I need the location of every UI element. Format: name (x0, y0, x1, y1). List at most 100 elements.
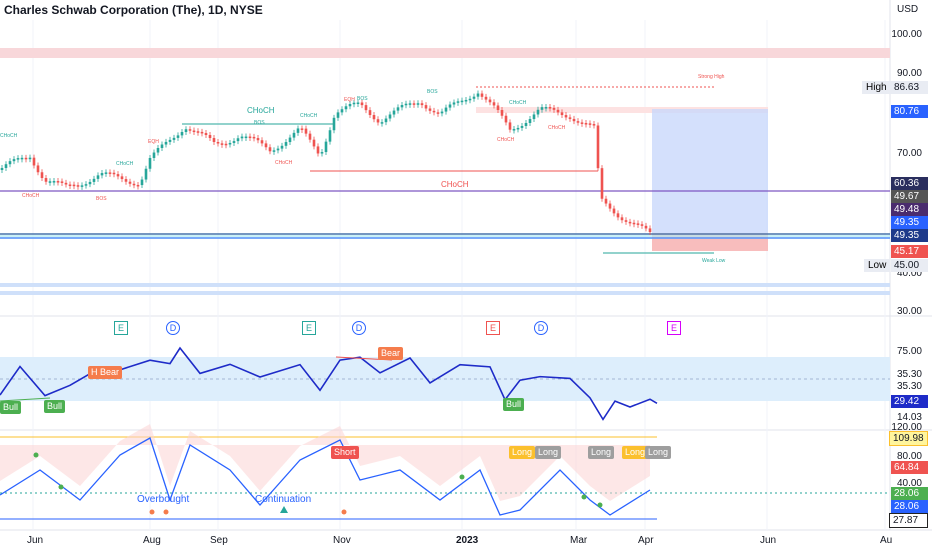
dividend-event-icon[interactable]: D (352, 321, 366, 335)
candle-body (52, 181, 56, 183)
short-signal-tag[interactable]: Short (331, 446, 359, 459)
candle-body (352, 102, 356, 105)
candle-body (416, 103, 420, 105)
candle-body (620, 217, 624, 221)
strong-high-label: Strong High (698, 74, 725, 80)
price-tick: 40.00 (896, 268, 922, 279)
candle-body (444, 107, 448, 112)
osc-dot-marker (33, 452, 39, 458)
osc-dot-marker (581, 494, 587, 500)
candle-body (508, 122, 512, 130)
candle-body (124, 179, 128, 182)
candle-body (348, 104, 352, 107)
candle-body (68, 184, 72, 187)
candle-body (208, 135, 212, 139)
price-box: 49.67 (891, 190, 928, 203)
earnings-event-icon[interactable]: E (114, 321, 128, 335)
candle-body (116, 174, 120, 177)
long-signal-tag[interactable]: Long (588, 446, 615, 459)
candle-body (540, 107, 544, 110)
currency-label[interactable]: USD (897, 4, 919, 15)
overbought-label: Overbought (137, 494, 190, 505)
bull-divergence-tag[interactable]: Bull (503, 398, 525, 411)
candle-body (256, 138, 260, 141)
candle-body (76, 185, 80, 187)
bos-label: BOS (427, 89, 438, 95)
weak-low-label: Weak Low (702, 258, 726, 264)
dividend-event-icon[interactable]: D (534, 321, 548, 335)
earnings-event-icon[interactable]: E (302, 321, 316, 335)
candle-body (636, 223, 640, 225)
candle-body (128, 181, 132, 184)
candle-body (272, 150, 276, 152)
x-tick: Apr (638, 535, 654, 546)
candle-body (240, 136, 244, 139)
x-tick: Nov (333, 535, 351, 546)
long-signal-tag[interactable]: Long (535, 446, 562, 459)
candle-body (608, 203, 612, 209)
candle-body (96, 175, 100, 179)
candle-body (588, 123, 592, 125)
candle-body (60, 181, 64, 183)
long-signal-tag[interactable]: Long (622, 446, 649, 459)
candle-body (388, 114, 392, 119)
earnings-event-icon[interactable]: E (486, 321, 500, 335)
osc-value: 28.06 (891, 487, 928, 500)
candle-body (472, 96, 476, 99)
price-tick: 100.00 (891, 29, 922, 40)
candle-body (228, 142, 232, 145)
candle-body (504, 115, 508, 123)
dividend-event-icon[interactable]: D (166, 321, 180, 335)
continuation-label: Continuation (255, 494, 312, 505)
candle-body (232, 141, 236, 143)
candle-body (44, 178, 48, 182)
candle-body (448, 104, 452, 108)
chart-title[interactable]: Charles Schwab Corporation (The), 1D, NY… (4, 3, 263, 17)
candle-body (264, 143, 268, 148)
candle-body (28, 157, 32, 160)
candle-body (644, 225, 648, 229)
candle-body (176, 135, 180, 138)
candle-body (500, 110, 504, 116)
candle-body (408, 103, 412, 105)
candle-body (20, 157, 24, 160)
osc-dot-marker (459, 474, 465, 480)
candle-body (192, 130, 196, 133)
candle-body (16, 158, 20, 160)
hidden-bear-tag[interactable]: H Bear (88, 366, 123, 379)
x-tick: Au (880, 535, 893, 546)
candle-body (468, 98, 472, 101)
candle-body (144, 168, 148, 180)
candle-body (12, 159, 16, 162)
candle-body (200, 131, 204, 134)
long-signal-tag[interactable]: Long (509, 446, 536, 459)
bear-divergence-tag[interactable]: Bear (378, 347, 404, 360)
supply-zone (0, 48, 890, 58)
candle-body (624, 220, 628, 222)
candle-body (180, 131, 184, 136)
candle-body (492, 102, 496, 106)
osc-cloud (0, 424, 650, 501)
earnings-event-icon[interactable]: E (667, 321, 681, 335)
supply-zone (476, 107, 768, 113)
bull-divergence-tag[interactable]: Bull (44, 400, 66, 413)
candle-body (84, 184, 88, 186)
price-tick: 70.00 (896, 148, 922, 159)
candle-body (344, 106, 348, 110)
candle-body (456, 101, 460, 103)
candle-body (424, 105, 428, 109)
osc-dot-marker (149, 509, 155, 515)
candle-body (32, 157, 36, 166)
bull-divergence-tag[interactable]: Bull (0, 401, 22, 414)
high-value: 86.63 (891, 81, 928, 94)
candle-body (544, 107, 548, 109)
long-signal-tag[interactable]: Long (645, 446, 672, 459)
candle-body (412, 103, 416, 105)
candle-body (572, 118, 576, 122)
candle-body (616, 213, 620, 218)
choch-label: CHoCH (497, 137, 515, 143)
candle-body (216, 141, 220, 144)
rsi-current: 29.42 (891, 395, 928, 408)
